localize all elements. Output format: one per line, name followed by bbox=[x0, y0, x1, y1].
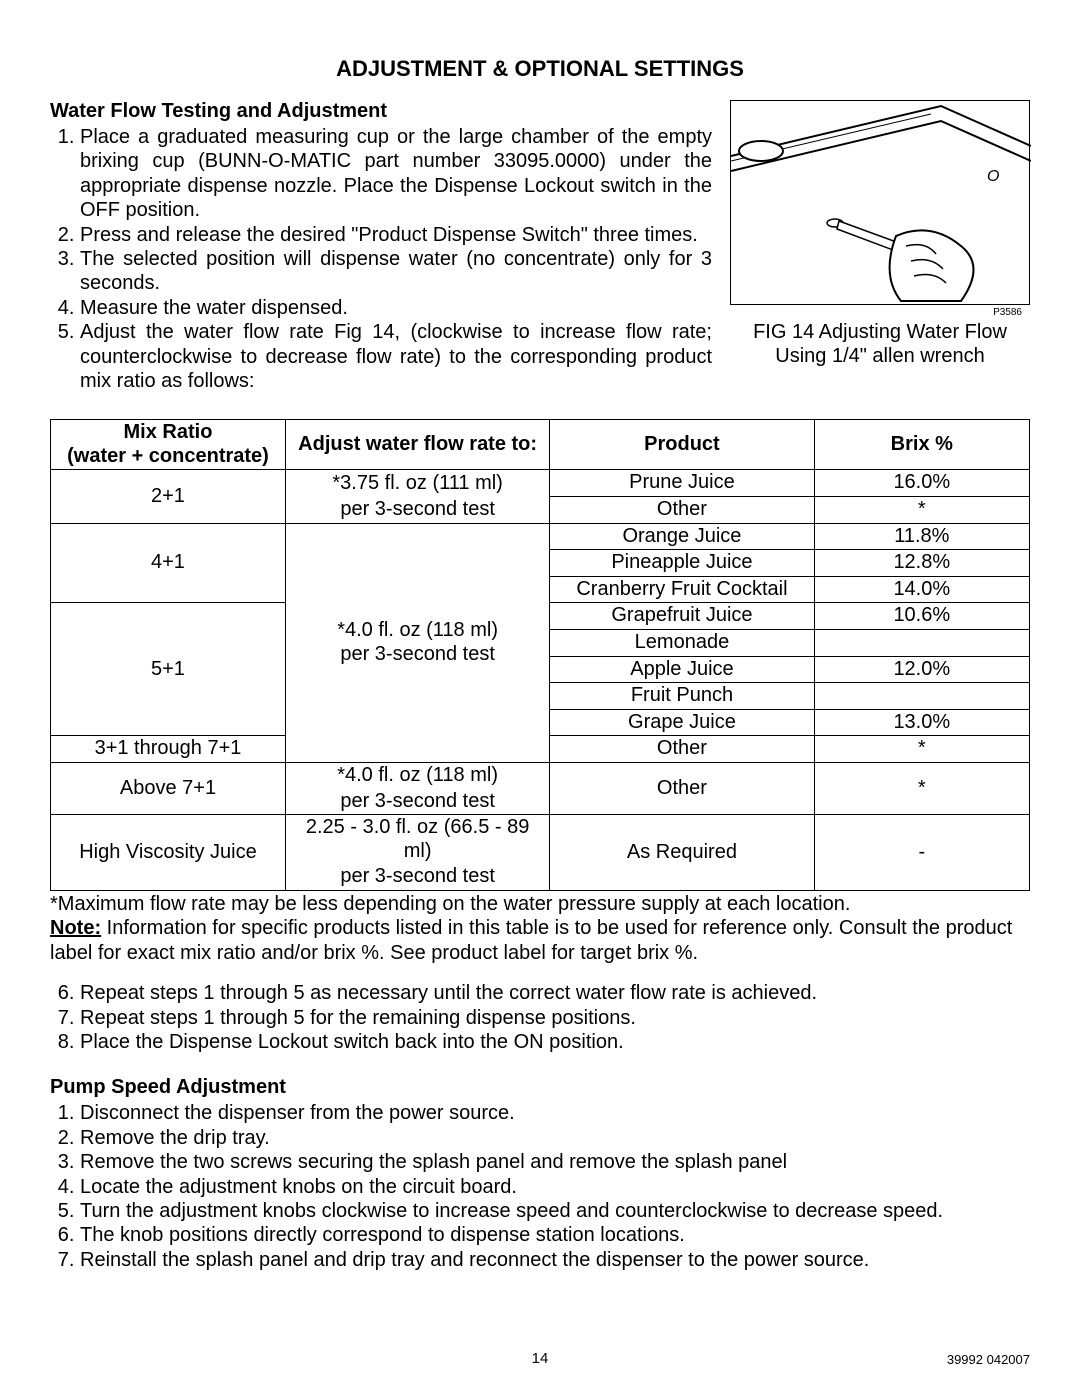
page-number: 14 bbox=[0, 1350, 1080, 1367]
cell-brix-other-1: * bbox=[814, 497, 1029, 524]
figure-code: P3586 bbox=[730, 307, 1030, 318]
step-2: Press and release the desired "Product D… bbox=[80, 223, 712, 247]
cell-product-grapefruit: Grapefruit Juice bbox=[550, 603, 814, 630]
water-flow-steps: Place a graduated measuring cup or the l… bbox=[50, 125, 712, 393]
th-mix-ratio-l1: Mix Ratio bbox=[124, 421, 213, 443]
cell-product-orange: Orange Juice bbox=[550, 523, 814, 550]
step-4: Measure the water dispensed. bbox=[80, 296, 712, 320]
figure-column: O P3586 FIG 14 Adjusting Water Flow Usin… bbox=[730, 100, 1030, 368]
wrench-adjust-icon: O bbox=[731, 101, 1031, 306]
water-flow-steps-continued: Repeat steps 1 through 5 as necessary un… bbox=[50, 981, 1030, 1054]
cell-brix-orange: 11.8% bbox=[814, 523, 1029, 550]
note-text: Information for specific products listed… bbox=[50, 917, 1012, 963]
pump-step-5: Turn the adjustment knobs clockwise to i… bbox=[80, 1199, 1030, 1223]
th-mix-ratio-l2: (water + concentrate) bbox=[55, 445, 281, 469]
th-adjust: Adjust water flow rate to: bbox=[285, 420, 549, 470]
cell-product-fruitpunch: Fruit Punch bbox=[550, 683, 814, 710]
cell-ratio-above7: Above 7+1 bbox=[51, 763, 286, 815]
pump-step-7: Reinstall the splash panel and drip tray… bbox=[80, 1248, 1030, 1272]
cell-ratio-hv: High Viscosity Juice bbox=[51, 815, 286, 891]
cell-ratio-2p1: 2+1 bbox=[51, 470, 286, 523]
pump-step-4: Locate the adjustment knobs on the circu… bbox=[80, 1175, 1030, 1199]
cell-ratio-5p1: 5+1 bbox=[51, 603, 286, 736]
cell-brix-prune: 16.0% bbox=[814, 470, 1029, 497]
intro-row: Water Flow Testing and Adjustment Place … bbox=[50, 100, 1030, 393]
table-row: 4+1 *4.0 fl. oz (118 ml) per 3-second te… bbox=[51, 523, 1030, 550]
cell-brix-other-3: * bbox=[814, 763, 1029, 815]
cell-product-grape: Grape Juice bbox=[550, 709, 814, 736]
table-footnote: *Maximum flow rate may be less depending… bbox=[50, 892, 1030, 965]
step-6: Repeat steps 1 through 5 as necessary un… bbox=[80, 981, 1030, 1005]
th-brix: Brix % bbox=[814, 420, 1029, 470]
th-mix-ratio: Mix Ratio (water + concentrate) bbox=[51, 420, 286, 470]
cell-brix-apple: 12.0% bbox=[814, 656, 1029, 683]
step-1: Place a graduated measuring cup or the l… bbox=[80, 125, 712, 223]
cell-product-asreq: As Required bbox=[550, 815, 814, 891]
cell-adjust-hv-l2: per 3-second test bbox=[285, 864, 549, 890]
cell-product-other-1: Other bbox=[550, 497, 814, 524]
table-row: High Viscosity Juice 2.25 - 3.0 fl. oz (… bbox=[51, 815, 1030, 865]
cell-brix-asreq: - bbox=[814, 815, 1029, 891]
pump-step-1: Disconnect the dispenser from the power … bbox=[80, 1101, 1030, 1125]
cell-product-other-3: Other bbox=[550, 763, 814, 815]
pump-speed-steps: Disconnect the dispenser from the power … bbox=[50, 1101, 1030, 1272]
pump-speed-section: Pump Speed Adjustment Disconnect the dis… bbox=[50, 1076, 1030, 1272]
page-title: ADJUSTMENT & OPTIONAL SETTINGS bbox=[50, 56, 1030, 82]
intro-text-column: Water Flow Testing and Adjustment Place … bbox=[50, 100, 712, 393]
pump-step-3: Remove the two screws securing the splas… bbox=[80, 1150, 1030, 1174]
cell-product-cranberry: Cranberry Fruit Cocktail bbox=[550, 576, 814, 603]
cell-brix-lemonade bbox=[814, 630, 1029, 657]
cell-brix-grapefruit: 10.6% bbox=[814, 603, 1029, 630]
mix-ratio-table: Mix Ratio (water + concentrate) Adjust w… bbox=[50, 419, 1030, 891]
step-7: Repeat steps 1 through 5 for the remaini… bbox=[80, 1006, 1030, 1030]
cell-adjust-2p1-l2: per 3-second test bbox=[285, 497, 549, 524]
cell-brix-grape: 13.0% bbox=[814, 709, 1029, 736]
cell-adjust-hv-l1: 2.25 - 3.0 fl. oz (66.5 - 89 ml) bbox=[285, 815, 549, 865]
th-product: Product bbox=[550, 420, 814, 470]
pump-step-6: The knob positions directly correspond t… bbox=[80, 1223, 1030, 1247]
pump-step-2: Remove the drip tray. bbox=[80, 1126, 1030, 1150]
cell-ratio-4p1: 4+1 bbox=[51, 523, 286, 603]
cell-product-apple: Apple Juice bbox=[550, 656, 814, 683]
step-3: The selected position will dispense wate… bbox=[80, 247, 712, 296]
footnote-line1: *Maximum flow rate may be less depending… bbox=[50, 892, 1030, 916]
cell-brix-other-2: * bbox=[814, 736, 1029, 763]
table-row: 2+1 *3.75 fl. oz (111 ml) Prune Juice 16… bbox=[51, 470, 1030, 497]
step-8: Place the Dispense Lockout switch back i… bbox=[80, 1030, 1030, 1054]
pump-speed-heading: Pump Speed Adjustment bbox=[50, 1076, 1030, 1099]
cell-brix-fruitpunch bbox=[814, 683, 1029, 710]
step-5: Adjust the water flow rate Fig 14, (cloc… bbox=[80, 320, 712, 393]
figure-letter: O bbox=[987, 168, 999, 185]
cell-brix-pineapple: 12.8% bbox=[814, 550, 1029, 577]
figure-caption: FIG 14 Adjusting Water Flow Using 1/4" a… bbox=[730, 320, 1030, 368]
cell-product-pineapple: Pineapple Juice bbox=[550, 550, 814, 577]
note-label: Note: bbox=[50, 917, 101, 939]
cell-product-lemonade: Lemonade bbox=[550, 630, 814, 657]
cell-brix-cranberry: 14.0% bbox=[814, 576, 1029, 603]
table-row: Above 7+1 *4.0 fl. oz (118 ml) Other * bbox=[51, 763, 1030, 789]
cell-adjust-above7-l1: *4.0 fl. oz (118 ml) bbox=[285, 763, 549, 789]
cell-adjust-shared-l1: *4.0 fl. oz (118 ml) bbox=[337, 619, 498, 641]
cell-product-prune: Prune Juice bbox=[550, 470, 814, 497]
doc-code: 39992 042007 bbox=[947, 1352, 1030, 1367]
footnote-note: Note: Information for specific products … bbox=[50, 916, 1030, 965]
cell-adjust-above7-l2: per 3-second test bbox=[285, 789, 549, 815]
figure-caption-line1: FIG 14 Adjusting Water Flow bbox=[753, 321, 1007, 343]
cell-adjust-2p1-l1: *3.75 fl. oz (111 ml) bbox=[285, 470, 549, 497]
water-flow-heading: Water Flow Testing and Adjustment bbox=[50, 100, 712, 123]
cell-adjust-shared: *4.0 fl. oz (118 ml) per 3-second test bbox=[285, 523, 549, 762]
table-header-row: Mix Ratio (water + concentrate) Adjust w… bbox=[51, 420, 1030, 470]
figure-caption-line2: Using 1/4" allen wrench bbox=[775, 345, 984, 367]
cell-product-other-2: Other bbox=[550, 736, 814, 763]
figure-14-illustration: O bbox=[730, 100, 1030, 305]
cell-adjust-shared-l2: per 3-second test bbox=[340, 643, 495, 665]
cell-ratio-3to7: 3+1 through 7+1 bbox=[51, 736, 286, 763]
